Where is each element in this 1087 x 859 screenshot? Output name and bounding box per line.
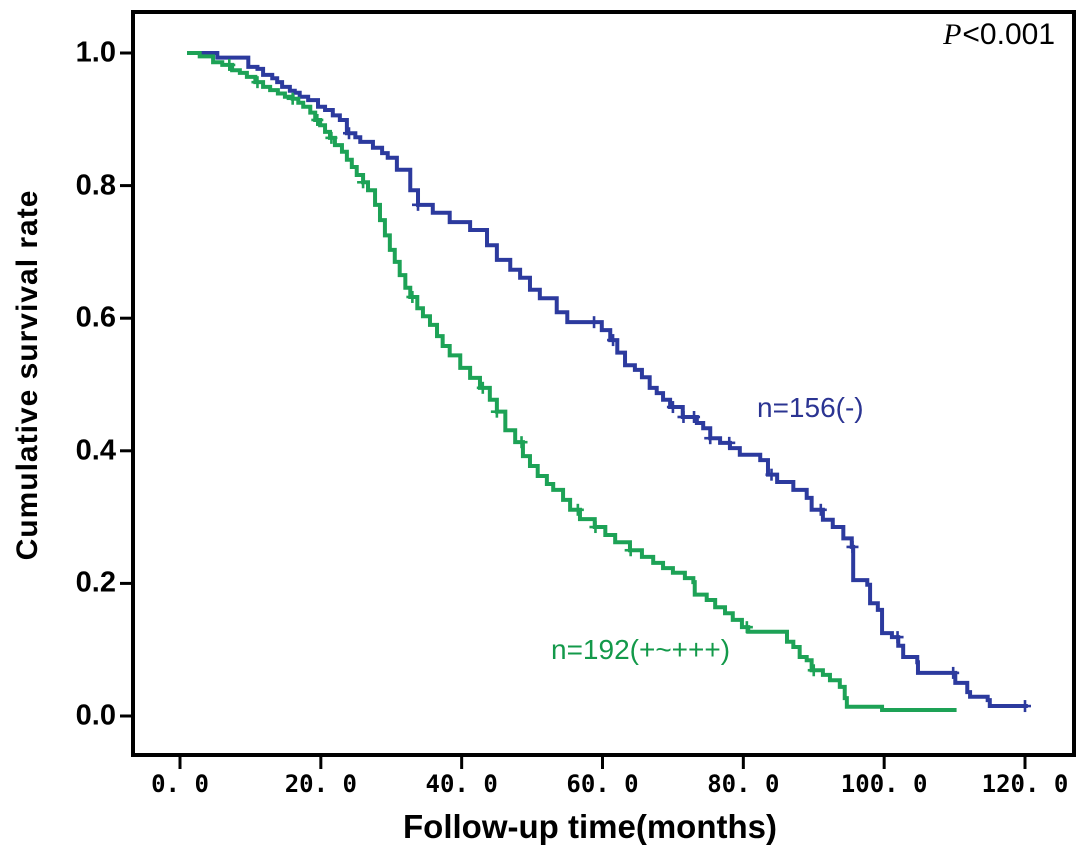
p-value-text: <0.001 [962, 18, 1055, 51]
x-tick-label: 80. 0 [707, 770, 780, 798]
y-tick-label: 0.0 [75, 699, 116, 732]
y-tick-label: 0.8 [75, 169, 116, 202]
p-value-symbol: P [943, 18, 962, 51]
km-curve-negative [187, 51, 1028, 709]
y-axis-title: Cumulative survival rate [11, 189, 44, 561]
p-value-annotation: P<0.001 [943, 18, 1055, 52]
curve-label-negative-group: n=156(-) [757, 392, 864, 423]
km-curve-positive [187, 51, 957, 713]
y-tick-label: 0.4 [75, 434, 116, 467]
x-tick-label: 60. 0 [566, 770, 639, 798]
x-tick-label: 120. 0 [981, 770, 1069, 798]
x-tick-label: 100. 0 [840, 770, 928, 798]
y-tick-label: 0.2 [75, 566, 116, 599]
y-tick-label: 1.0 [75, 36, 116, 69]
y-tick-label: 0.6 [75, 301, 116, 334]
x-tick-label: 40. 0 [425, 770, 498, 798]
x-axis-title: Follow-up time(months) [403, 808, 777, 845]
curve-label-positive-group: n=192(+~+++) [551, 634, 731, 665]
x-tick-label: 20. 0 [284, 770, 357, 798]
x-tick-label: 0. 0 [151, 770, 209, 798]
